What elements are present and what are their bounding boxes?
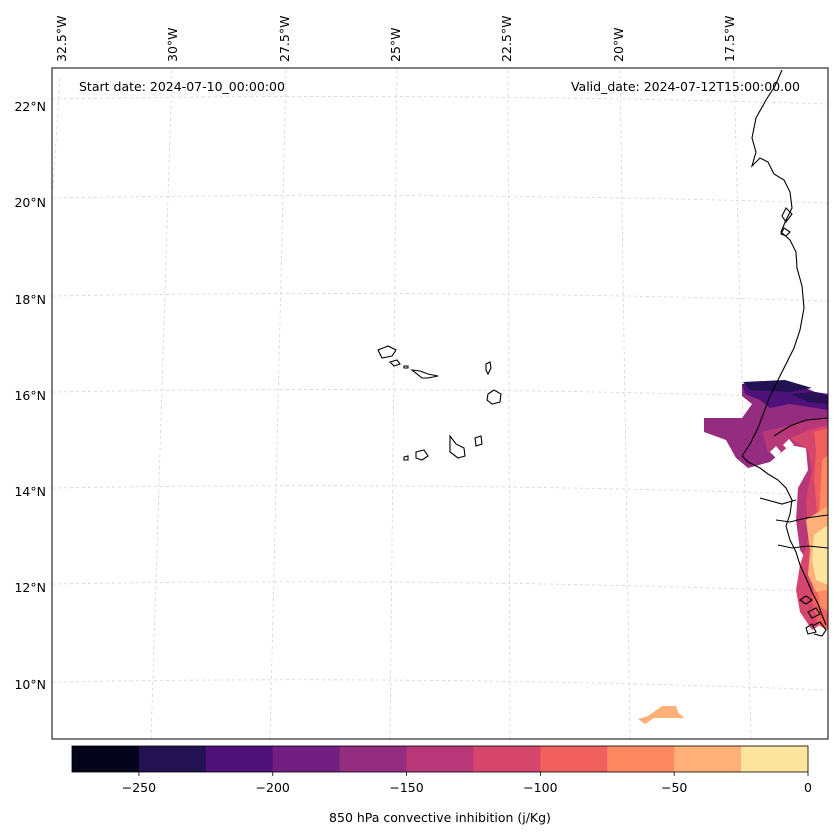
island-sao-nicolau bbox=[410, 369, 439, 379]
island-boa-vista bbox=[486, 389, 502, 405]
colorbar-tick-label: −150 bbox=[389, 780, 423, 795]
lon-label: 22.5°W bbox=[499, 16, 514, 62]
colorbar-tick-label: 0 bbox=[804, 780, 812, 795]
colorbar-segment bbox=[674, 746, 742, 772]
colorbar-segment bbox=[138, 746, 207, 772]
lat-label: 16°N bbox=[14, 388, 46, 403]
gambia-river bbox=[777, 544, 829, 549]
cabo-verde-islands bbox=[377, 345, 502, 461]
contour-level--225 bbox=[790, 392, 828, 404]
colorbar-tick-label: −50 bbox=[661, 780, 687, 795]
colorbar-tick-label: −100 bbox=[523, 780, 557, 795]
contour-level--250 bbox=[743, 380, 812, 392]
colorbar-border bbox=[71, 745, 809, 773]
lon-label: 30°W bbox=[165, 27, 180, 62]
colorbar-segment bbox=[205, 746, 274, 772]
lon-label: 32.5°W bbox=[54, 16, 69, 62]
island-santo-antao bbox=[377, 345, 397, 359]
colorbar-segment bbox=[607, 746, 675, 772]
colorbar-segment bbox=[72, 746, 140, 772]
map-area bbox=[52, 68, 828, 739]
lon-label: 27.5°W bbox=[277, 16, 292, 62]
colorbar-segment bbox=[473, 746, 541, 772]
colorbar-tick-label: −250 bbox=[122, 780, 156, 795]
colorbar-segment bbox=[339, 746, 408, 772]
contour-level-0 bbox=[812, 525, 828, 585]
lat-label: 12°N bbox=[14, 580, 46, 595]
lat-label: 14°N bbox=[14, 484, 46, 499]
lat-label: 20°N bbox=[14, 195, 46, 210]
valid-date-label: Valid_date: 2024-07-12T15:00:00.00 bbox=[571, 79, 800, 94]
island-santa-luzia bbox=[403, 365, 409, 369]
colorbar-segment bbox=[540, 746, 608, 772]
colorbar-ticks: −250 −200 −150 −100 −50 0 bbox=[122, 772, 812, 795]
west-africa-coast bbox=[741, 69, 827, 626]
coastlines bbox=[741, 69, 829, 637]
longitude-labels: 32.5°W 30°W 27.5°W 25°W 22.5°W 20°W 17.5… bbox=[54, 16, 737, 62]
contour-level--25-south bbox=[638, 706, 684, 724]
island-brava bbox=[403, 455, 409, 461]
latitude-labels: 22°N 20°N 18°N 16°N 14°N 12°N 10°N bbox=[14, 99, 46, 692]
island-sao-vicente bbox=[388, 359, 401, 367]
lon-label: 25°W bbox=[388, 27, 403, 62]
lon-label: 17.5°W bbox=[722, 16, 737, 62]
senegal-gambia-border bbox=[775, 514, 829, 523]
island-fogo bbox=[415, 449, 429, 461]
colorbar-segment bbox=[406, 746, 474, 772]
colorbar-segment bbox=[272, 746, 341, 772]
island-sal bbox=[485, 361, 492, 376]
island-santiago bbox=[449, 434, 466, 459]
lat-label: 22°N bbox=[14, 99, 46, 114]
colorbar-segment bbox=[741, 746, 809, 772]
island-maio bbox=[474, 435, 483, 447]
map-frame bbox=[51, 67, 829, 740]
colorbar-tick-label: −200 bbox=[256, 780, 290, 795]
gridlines bbox=[51, 69, 829, 740]
lat-label: 18°N bbox=[14, 292, 46, 307]
lon-label: 20°W bbox=[611, 27, 626, 62]
cin-contours bbox=[638, 380, 828, 724]
bijagos-islands bbox=[799, 595, 821, 635]
start-date-label: Start date: 2024-07-10_00:00:00 bbox=[79, 79, 285, 94]
colorbar-label: 850 hPa convective inhibition (j/Kg) bbox=[329, 810, 551, 825]
guinea-coast bbox=[811, 621, 827, 637]
colorbar bbox=[71, 745, 809, 773]
lat-label: 10°N bbox=[14, 677, 46, 692]
